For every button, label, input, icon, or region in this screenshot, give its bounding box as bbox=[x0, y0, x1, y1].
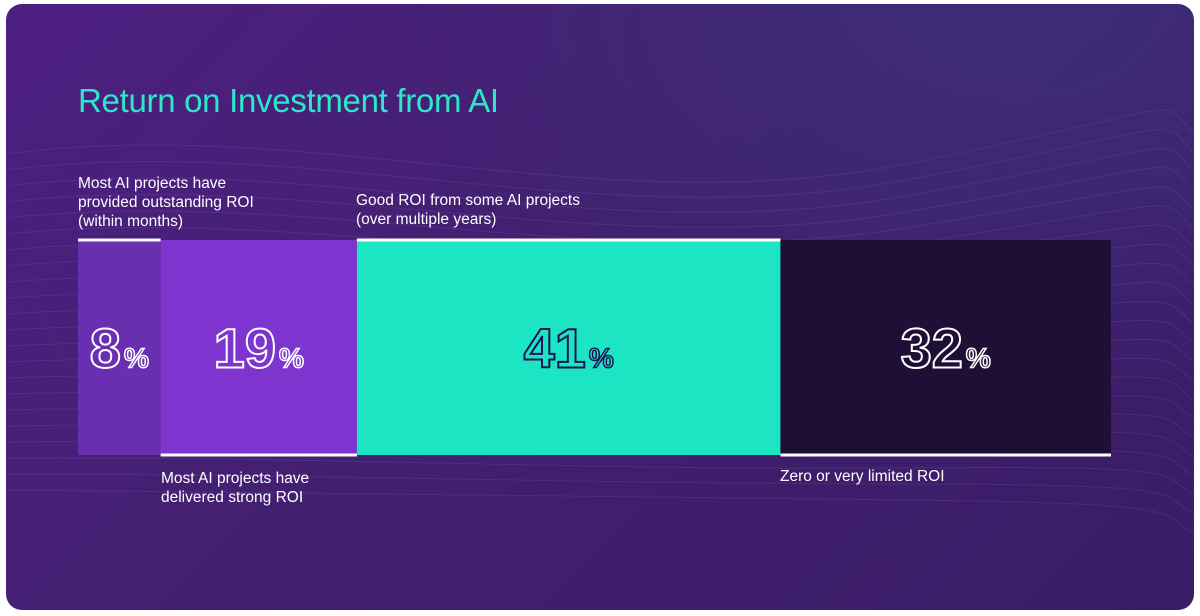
value-label-2: 41% bbox=[524, 317, 614, 380]
chart-title: Return on Investment from AI bbox=[78, 82, 499, 119]
value-label-3: 32% bbox=[901, 317, 991, 380]
value-label-1: 19% bbox=[214, 317, 304, 380]
stacked-bar-chart: 8% 19% 41% 32% bbox=[78, 238, 1111, 457]
bar-segment-2 bbox=[356, 240, 781, 455]
segment-rule-2 bbox=[356, 238, 781, 242]
segment-label-strong-roi: Most AI projects have delivered strong R… bbox=[161, 470, 310, 506]
bar-segment-3 bbox=[780, 240, 1111, 455]
bar-segment-1 bbox=[160, 240, 357, 455]
segment-rule-0 bbox=[78, 238, 161, 242]
value-label-0: 8% bbox=[90, 317, 149, 380]
segment-rule-1 bbox=[160, 453, 357, 457]
bar-segment-0 bbox=[78, 240, 161, 455]
segment-label-limited-roi: Zero or very limited ROI bbox=[780, 468, 945, 485]
segment-label-outstanding-roi: Most AI projects have provided outstandi… bbox=[78, 175, 254, 230]
segment-rule-3 bbox=[780, 453, 1111, 457]
chart-card: Return on Investment from AI 8% 19% 41% 32%… bbox=[6, 4, 1194, 610]
segment-label-good-roi: Good ROI from some AI projects (over mul… bbox=[356, 192, 580, 228]
